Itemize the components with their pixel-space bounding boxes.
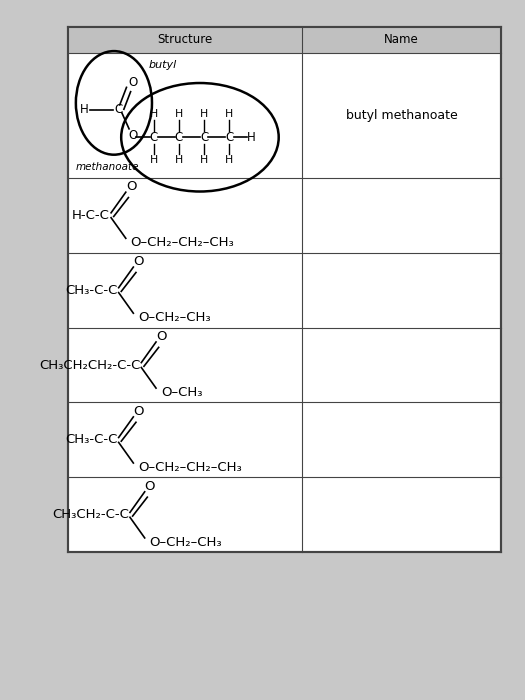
Text: H: H [200,155,208,165]
Text: H: H [150,155,158,165]
Text: O–CH₂–CH₃: O–CH₂–CH₃ [150,536,222,549]
Bar [68,27,501,552]
Text: O: O [126,180,136,193]
Text: H: H [175,155,183,165]
Text: O: O [133,405,144,418]
Text: O: O [128,76,138,89]
Text: Structure: Structure [158,34,213,46]
Bar [68,27,501,53]
Text: H: H [80,104,88,116]
Text: CH₃CH₂-C-C: CH₃CH₂-C-C [52,508,129,522]
Text: H: H [225,109,234,119]
Text: O: O [129,130,138,142]
Text: O–CH₂–CH₃: O–CH₂–CH₃ [138,311,211,324]
Text: H: H [247,131,256,144]
Text: O: O [133,255,144,268]
Text: butyl methanoate: butyl methanoate [346,109,457,122]
Text: H: H [200,109,208,119]
Text: C: C [150,131,158,144]
Text: CH₃CH₂CH₂-C-C: CH₃CH₂CH₂-C-C [39,358,140,372]
Text: H-C-C: H-C-C [72,209,110,222]
Text: O: O [156,330,166,343]
Text: butyl: butyl [149,60,177,70]
Text: C: C [225,131,234,144]
Text: C: C [114,104,122,116]
Text: C: C [200,131,208,144]
Text: C: C [175,131,183,144]
Text: O–CH₂–CH₂–CH₃: O–CH₂–CH₂–CH₃ [138,461,242,474]
Text: H: H [175,109,183,119]
Text: Name: Name [384,34,419,46]
Text: CH₃-C-C: CH₃-C-C [65,284,118,297]
Text: CH₃-C-C: CH₃-C-C [65,433,118,447]
Text: H: H [225,155,234,165]
Text: methanoate: methanoate [76,162,140,172]
Text: O–CH₃: O–CH₃ [161,386,202,399]
Text: O–CH₂–CH₂–CH₃: O–CH₂–CH₂–CH₃ [131,236,234,249]
Text: O: O [145,480,155,493]
Text: H: H [150,109,158,119]
